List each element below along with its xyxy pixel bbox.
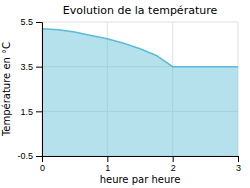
tick-label: 3 xyxy=(236,163,241,173)
tick-label: 2 xyxy=(171,163,176,173)
tick: -0.5 xyxy=(17,151,42,161)
chart: 0 1 2 3 -0.5 1.5 3.5 5.5 Evolution de la tempéra… xyxy=(0,0,250,188)
tick: 3 xyxy=(236,156,241,173)
tick-mark xyxy=(36,22,42,23)
tick-label: 1.5 xyxy=(20,107,33,117)
tick: 1 xyxy=(105,156,110,173)
x-axis-title: heure par heure xyxy=(100,174,181,185)
tick-mark xyxy=(36,67,42,68)
plot: 0 1 2 3 -0.5 1.5 3.5 5.5 xyxy=(17,17,241,173)
grid-line xyxy=(42,22,238,23)
x-axis: 0 1 2 3 xyxy=(40,156,241,173)
tick-label: 0 xyxy=(40,163,45,173)
tick: 3.5 xyxy=(20,62,42,72)
y-axis: -0.5 1.5 3.5 5.5 xyxy=(17,17,42,161)
y-axis-title: Température en °C xyxy=(1,42,12,137)
axis-line xyxy=(36,23,43,157)
tick-label: 5.5 xyxy=(20,17,33,27)
line xyxy=(42,29,238,67)
tick-label: 1 xyxy=(105,163,110,173)
tick-label: 3.5 xyxy=(20,62,33,72)
marks xyxy=(42,29,238,156)
tick-mark xyxy=(238,156,239,162)
tick: 0 xyxy=(40,156,45,173)
grid xyxy=(42,22,238,156)
title: Evolution de la température xyxy=(63,4,218,17)
tick-mark xyxy=(173,156,174,162)
area xyxy=(42,29,238,156)
tick: 5.5 xyxy=(20,17,42,27)
tick-mark xyxy=(36,111,42,112)
tick-label: -0.5 xyxy=(17,151,33,161)
tick: 2 xyxy=(171,156,176,173)
tick-mark xyxy=(36,156,42,157)
axis-line xyxy=(43,157,239,163)
tick-mark xyxy=(107,156,108,162)
tick: 1.5 xyxy=(20,107,42,117)
